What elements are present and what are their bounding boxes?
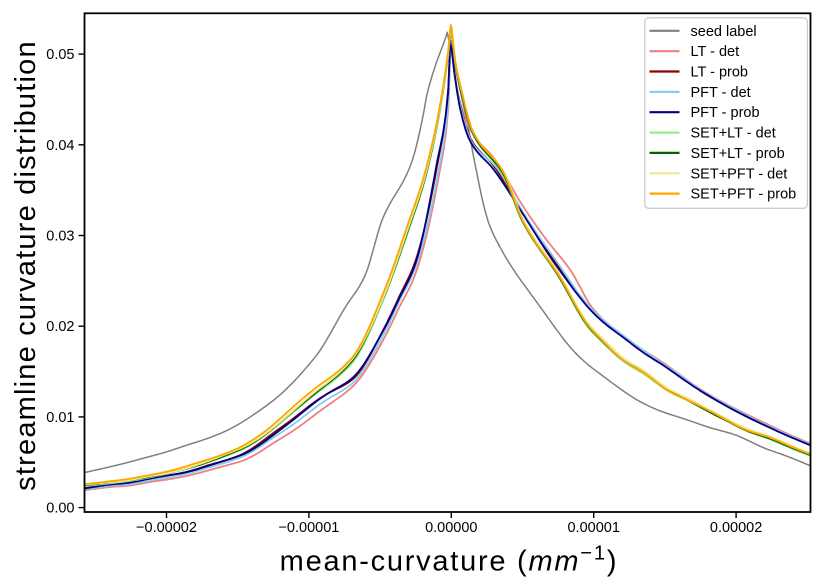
svg-text:seed label: seed label (691, 24, 757, 40)
svg-text:0.02: 0.02 (46, 319, 74, 335)
svg-text:SET+PFT - det: SET+PFT - det (691, 166, 788, 182)
svg-text:streamline curvature distribut: streamline curvature distribution (10, 40, 42, 491)
svg-text:SET+LT - det: SET+LT - det (691, 126, 776, 142)
svg-text:LT - det: LT - det (691, 44, 740, 60)
svg-text:0.00001: 0.00001 (567, 520, 619, 536)
svg-text:−0.00002: −0.00002 (136, 520, 197, 536)
svg-text:−0.00001: −0.00001 (278, 520, 339, 536)
svg-text:SET+LT - prob: SET+LT - prob (691, 146, 785, 162)
svg-text:0.00002: 0.00002 (710, 520, 762, 536)
svg-text:PFT - det: PFT - det (691, 85, 751, 101)
svg-text:0.00: 0.00 (46, 501, 74, 517)
svg-text:SET+PFT - prob: SET+PFT - prob (691, 187, 797, 203)
svg-text:0.03: 0.03 (46, 229, 74, 245)
svg-text:0.01: 0.01 (46, 410, 74, 426)
svg-text:0.04: 0.04 (46, 138, 74, 154)
svg-text:PFT - prob: PFT - prob (691, 105, 760, 121)
svg-text:LT - prob: LT - prob (691, 65, 749, 81)
svg-text:0.00000: 0.00000 (425, 520, 477, 536)
svg-text:mean-curvature (mm−1): mean-curvature (mm−1) (280, 543, 619, 578)
svg-text:0.05: 0.05 (46, 47, 74, 63)
